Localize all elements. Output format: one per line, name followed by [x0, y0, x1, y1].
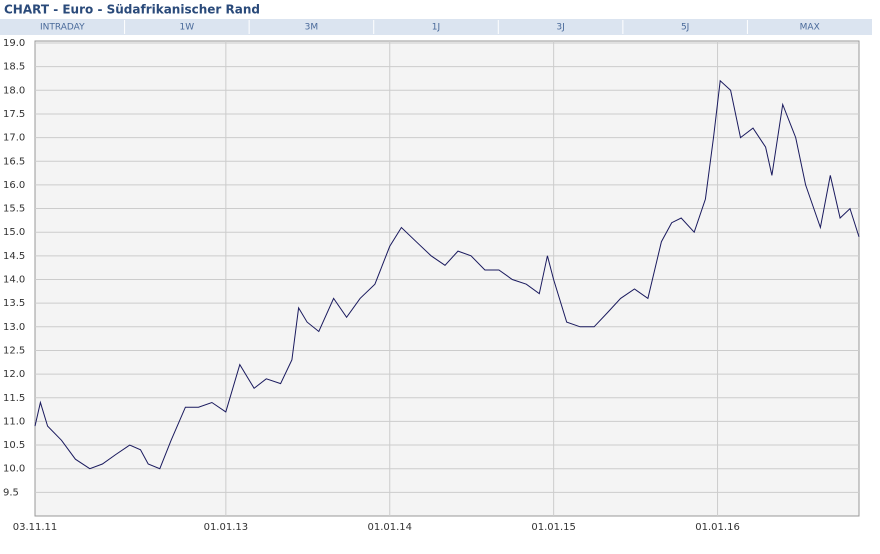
tab-bar [0, 19, 872, 35]
y-tick-label: 9.5 [3, 487, 19, 498]
tab[interactable]: INTRADAY [40, 23, 85, 33]
y-tick-label: 11.0 [3, 416, 25, 427]
y-tick-label: 14.0 [3, 275, 25, 286]
x-tick-label: 01.01.13 [204, 522, 249, 533]
tab[interactable]: 3M [305, 23, 319, 33]
y-tick-label: 10.5 [3, 440, 25, 451]
y-tick-label: 19.0 [3, 38, 25, 49]
y-tick-label: 17.5 [3, 109, 25, 120]
y-tick-label: 14.5 [3, 251, 25, 262]
y-tick-label: 12.5 [3, 345, 25, 356]
y-tick-label: 12.0 [3, 369, 25, 380]
y-tick-label: 13.5 [3, 298, 25, 309]
y-tick-label: 18.0 [3, 85, 25, 96]
price-line [34, 79, 860, 470]
tab[interactable]: 3J [556, 23, 564, 33]
y-tick-label: 10.0 [3, 464, 25, 475]
y-tick-label: 11.5 [3, 393, 25, 404]
x-tick-label: 01.01.14 [367, 522, 412, 533]
y-tick-label: 18.5 [3, 62, 25, 73]
y-tick-label: 16.0 [3, 180, 25, 191]
tab[interactable]: 1W [180, 23, 195, 33]
y-tick-label: 15.5 [3, 204, 25, 215]
y-tick-label: 15.0 [3, 227, 25, 238]
tab[interactable]: 5J [681, 23, 689, 33]
y-tick-label: 13.0 [3, 322, 25, 333]
x-tick-label: 01.01.15 [531, 522, 576, 533]
tab[interactable]: 1J [432, 23, 440, 33]
tab[interactable]: MAX [800, 23, 820, 33]
x-tick-label: 03.11.11 [13, 522, 58, 533]
y-tick-label: 17.0 [3, 133, 25, 144]
y-tick-label: 16.5 [3, 156, 25, 167]
page-title: CHART - Euro - Südafrikanischer Rand [4, 3, 260, 17]
x-tick-label: 01.01.16 [695, 522, 740, 533]
